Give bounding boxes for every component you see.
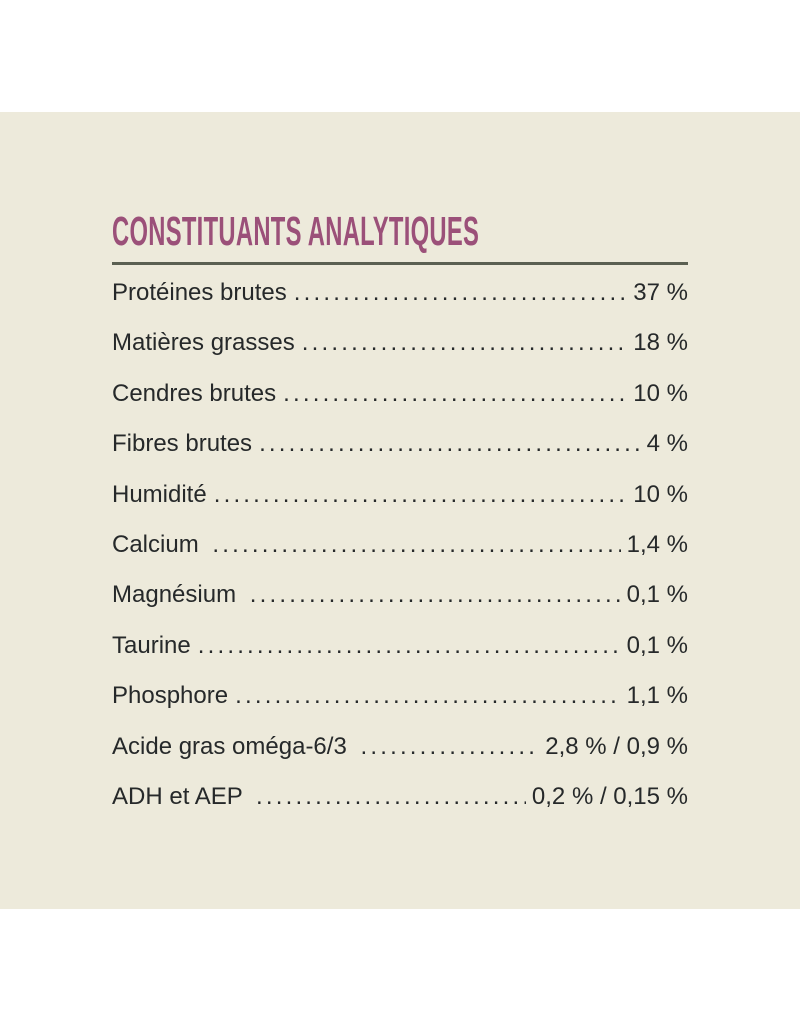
dot-leader: ........................................… — [249, 581, 621, 609]
row-label: Protéines brutes — [112, 279, 287, 306]
dot-leader: ........................................… — [197, 631, 621, 659]
table-row: Matières grasses .......................… — [112, 318, 688, 368]
row-label: Taurine — [112, 631, 191, 659]
row-value: 2,8 % / 0,9 % — [545, 732, 688, 760]
row-label: Fibres brutes — [112, 430, 253, 458]
table-row: Calcium ................................… — [112, 520, 688, 570]
row-label: Cendres brutes — [112, 379, 277, 407]
dot-leader: ........................................… — [293, 279, 628, 306]
table-row: Humidité ...............................… — [112, 470, 688, 520]
dot-leader: ........................................… — [213, 480, 628, 508]
dot-leader: ........................................… — [235, 682, 621, 710]
row-value: 1,4 % — [626, 530, 688, 558]
analytical-constituents-panel: CONSTITUANTS ANALYTIQUES Protéines brute… — [0, 112, 800, 909]
row-value: 0,1 % — [626, 581, 688, 609]
row-label: Humidité — [112, 480, 207, 508]
row-label: ADH et AEP — [112, 782, 249, 810]
row-value: 0,2 % / 0,15 % — [531, 782, 688, 810]
row-value: 37 % — [633, 279, 688, 306]
table-row: Cendres brutes .........................… — [112, 369, 688, 419]
page-title: CONSTITUANTS ANALYTIQUES — [112, 208, 480, 254]
row-label: Calcium — [112, 530, 206, 558]
dot-leader: ........................................… — [301, 329, 628, 357]
row-value: 10 % — [633, 379, 688, 407]
dot-leader: ........................................… — [255, 782, 526, 810]
row-value: 4 % — [646, 430, 688, 458]
section-divider — [112, 262, 688, 265]
row-value: 0,1 % — [626, 631, 688, 659]
dot-leader: ........................................… — [212, 530, 620, 558]
row-value: 1,1 % — [626, 682, 688, 710]
dot-leader: ........................................… — [283, 379, 628, 407]
table-row: Protéines brutes .......................… — [112, 268, 688, 318]
row-label: Magnésium — [112, 581, 243, 609]
dot-leader: ........................................… — [259, 430, 641, 458]
table-row: Phosphore ..............................… — [112, 671, 688, 721]
row-value: 10 % — [633, 480, 688, 508]
dot-leader: ........................................… — [360, 732, 540, 760]
table-row: ADH et AEP .............................… — [112, 772, 688, 822]
row-label: Acide gras oméga-6/3 — [112, 732, 354, 760]
table-row: Acide gras oméga-6/3 ...................… — [112, 722, 688, 772]
table-row: Fibres brutes ..........................… — [112, 419, 688, 469]
nutrition-table: Protéines brutes .......................… — [112, 268, 688, 822]
panel-content: CONSTITUANTS ANALYTIQUES Protéines brute… — [0, 209, 800, 822]
table-row: Taurine ................................… — [112, 621, 688, 671]
row-label: Phosphore — [112, 682, 229, 710]
table-row: Magnésium ..............................… — [112, 570, 688, 620]
row-value: 18 % — [633, 329, 688, 357]
row-label: Matières grasses — [112, 329, 295, 357]
